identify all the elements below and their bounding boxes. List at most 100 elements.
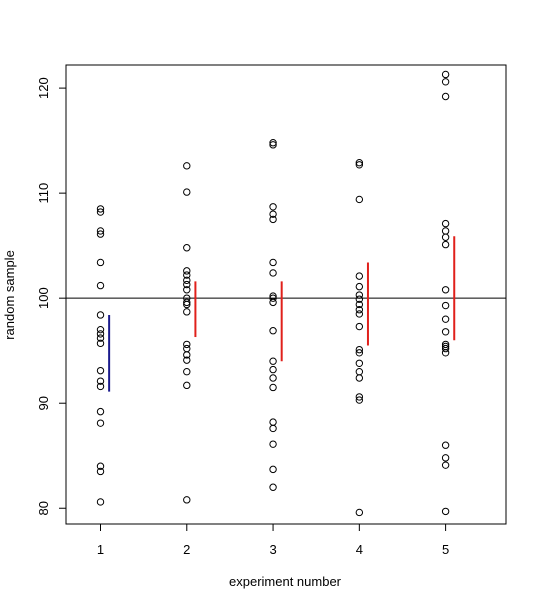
data-point — [96, 205, 105, 213]
data-point — [183, 298, 191, 307]
data-point — [183, 381, 191, 390]
data-point — [355, 300, 364, 309]
data-point — [96, 377, 105, 385]
data-point — [269, 141, 277, 149]
data-point — [183, 188, 191, 196]
data-point — [96, 382, 105, 391]
y-axis-title: random sample — [2, 250, 17, 340]
x-tick-label: 5 — [442, 542, 449, 557]
data-point — [441, 315, 450, 323]
x-tick-label: 2 — [183, 542, 190, 557]
x-tick-label: 1 — [97, 542, 104, 557]
data-point — [96, 227, 105, 235]
data-point — [269, 383, 277, 392]
data-point — [441, 301, 450, 310]
data-point — [183, 368, 191, 376]
y-tick-label: 80 — [36, 501, 51, 515]
data-point — [441, 286, 450, 294]
data-point — [441, 340, 450, 349]
data-point — [96, 339, 105, 348]
data-point — [441, 227, 450, 235]
data-point — [96, 366, 105, 375]
data-point — [355, 195, 364, 204]
data-point — [355, 291, 364, 299]
data-point — [269, 327, 277, 335]
data-point — [269, 294, 277, 302]
data-point — [269, 210, 277, 218]
data-point — [355, 396, 364, 404]
data-point — [355, 310, 364, 318]
data-point — [183, 280, 191, 289]
data-point — [96, 334, 105, 342]
data-point — [269, 440, 277, 448]
x-axis-title: experiment number — [229, 574, 342, 589]
data-point — [441, 342, 450, 351]
data-point — [269, 258, 277, 267]
data-point — [355, 158, 364, 167]
interval-lines-group — [108, 236, 456, 392]
data-point — [269, 203, 277, 211]
data-point — [96, 258, 105, 267]
plot-frame-group — [65, 64, 507, 525]
data-point — [183, 162, 191, 170]
data-point — [355, 345, 364, 354]
data-point — [96, 419, 105, 427]
data-point — [183, 271, 191, 279]
data-point — [355, 359, 364, 367]
data-point — [96, 208, 105, 216]
data-point — [269, 465, 277, 474]
data-point — [96, 281, 105, 290]
data-point — [441, 344, 450, 353]
data-point — [96, 407, 105, 416]
axes-group: 1 2 3 4 5 80 90 100 110 120 — [36, 77, 449, 557]
data-point — [441, 240, 450, 249]
data-point — [269, 269, 277, 277]
data-point — [96, 325, 105, 334]
data-point — [183, 308, 191, 316]
data-point — [183, 267, 191, 275]
data-point — [269, 483, 277, 491]
data-point — [269, 139, 277, 147]
data-point — [96, 311, 105, 319]
data-point — [441, 454, 450, 462]
y-tick-label: 100 — [36, 287, 51, 309]
data-point — [183, 244, 191, 252]
data-point — [355, 368, 364, 376]
data-point — [183, 496, 191, 504]
data-point — [355, 306, 364, 314]
x-tick-label: 3 — [269, 542, 276, 557]
data-point — [355, 272, 364, 280]
data-point — [269, 357, 277, 365]
data-point — [441, 78, 450, 86]
data-point — [183, 356, 191, 364]
data-point — [269, 374, 277, 382]
data-point — [441, 219, 450, 228]
data-point — [355, 393, 364, 401]
data-point — [183, 294, 191, 302]
data-point — [96, 467, 105, 476]
data-point — [355, 374, 364, 382]
data-point — [183, 340, 191, 349]
data-points-group — [96, 70, 450, 517]
data-point — [355, 322, 364, 331]
plot-frame — [65, 64, 507, 525]
data-point — [355, 349, 364, 357]
data-point — [269, 292, 277, 300]
data-point — [355, 508, 364, 517]
data-point — [183, 286, 191, 294]
data-point — [355, 295, 364, 303]
data-point — [355, 282, 364, 291]
data-point — [269, 365, 277, 374]
data-point — [96, 498, 105, 506]
x-tick-label: 4 — [356, 542, 363, 557]
data-point — [441, 507, 450, 516]
data-point — [355, 161, 364, 169]
y-tick-label: 120 — [36, 77, 51, 99]
data-point — [96, 330, 105, 338]
data-point — [96, 462, 105, 470]
data-point — [441, 328, 450, 336]
data-point — [269, 215, 277, 224]
data-point — [269, 424, 277, 433]
data-point — [269, 418, 277, 426]
